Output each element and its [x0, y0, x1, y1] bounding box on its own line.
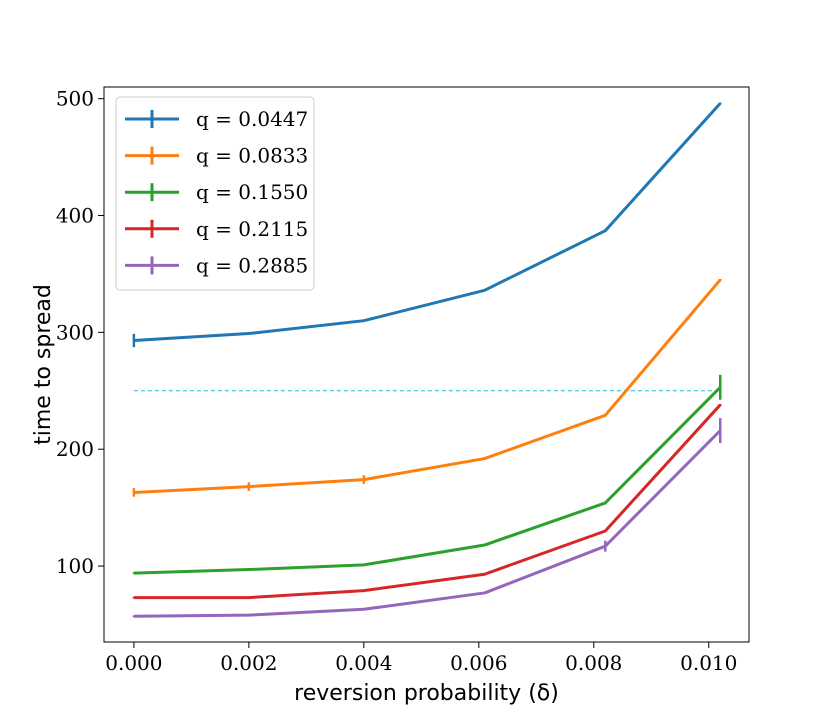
- x-tick-label: 0.006: [450, 651, 507, 675]
- series-4: [132, 403, 722, 600]
- y-tick-label: 200: [56, 437, 94, 461]
- y-tick-label: 300: [56, 320, 94, 344]
- legend-box: [115, 96, 315, 291]
- x-axis-label: reversion probability (δ): [294, 681, 559, 706]
- series-5: [132, 418, 722, 618]
- series-line: [133, 429, 722, 618]
- y-axis-ticks: 100 200 300 400 500: [56, 87, 104, 578]
- series-3: [132, 374, 722, 575]
- x-tick-label: 0.010: [680, 651, 737, 675]
- series-2: [132, 278, 722, 497]
- legend-label: q = 0.0447: [196, 107, 308, 131]
- legend-label: q = 0.1550: [196, 180, 308, 204]
- x-tick-label: 0.002: [220, 651, 277, 675]
- series-1: [132, 102, 722, 348]
- y-tick-label: 400: [56, 204, 94, 228]
- series-line: [133, 386, 722, 575]
- y-tick-label: 500: [56, 87, 94, 111]
- series-line: [133, 403, 722, 600]
- series-line: [133, 278, 722, 494]
- legend: q = 0.0447 q = 0.0833 q = 0.1550 q = 0.2115…: [115, 96, 315, 291]
- legend-label: q = 0.2115: [196, 217, 308, 241]
- y-axis-label: time to spread: [31, 284, 56, 445]
- series-layer: [132, 102, 722, 618]
- x-axis-ticks: 0.000 0.002 0.004 0.006 0.008 0.010: [105, 642, 737, 675]
- legend-label: q = 0.2885: [196, 253, 308, 277]
- legend-item: q = 0.0447: [125, 107, 308, 131]
- x-tick-label: 0.004: [335, 651, 392, 675]
- legend-item: q = 0.0833: [125, 144, 308, 168]
- legend-item: q = 0.1550: [125, 180, 308, 204]
- series-line: [133, 102, 722, 343]
- x-tick-label: 0.008: [565, 651, 622, 675]
- legend-label: q = 0.0833: [196, 144, 308, 168]
- y-tick-label: 100: [56, 554, 94, 578]
- legend-item: q = 0.2115: [125, 217, 308, 241]
- x-tick-label: 0.000: [105, 651, 162, 675]
- legend-item: q = 0.2885: [125, 253, 308, 277]
- plot-frame: [103, 86, 750, 643]
